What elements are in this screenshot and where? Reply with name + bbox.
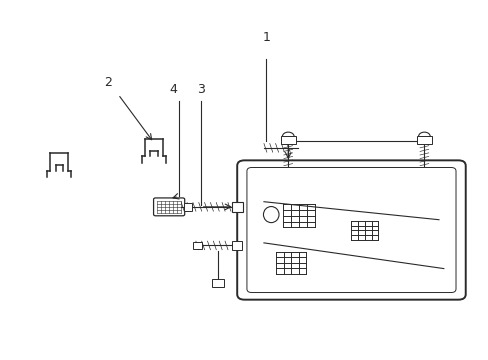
Bar <box>211 279 223 287</box>
Bar <box>416 136 431 144</box>
Bar <box>281 136 295 144</box>
Text: 1: 1 <box>262 31 270 44</box>
Text: 3: 3 <box>196 83 204 96</box>
Text: 4: 4 <box>169 83 177 96</box>
Bar <box>193 242 202 249</box>
Bar <box>232 241 242 250</box>
Text: 2: 2 <box>104 76 112 89</box>
FancyBboxPatch shape <box>153 198 184 216</box>
Bar <box>232 202 243 212</box>
FancyBboxPatch shape <box>237 160 465 300</box>
Bar <box>183 203 192 211</box>
